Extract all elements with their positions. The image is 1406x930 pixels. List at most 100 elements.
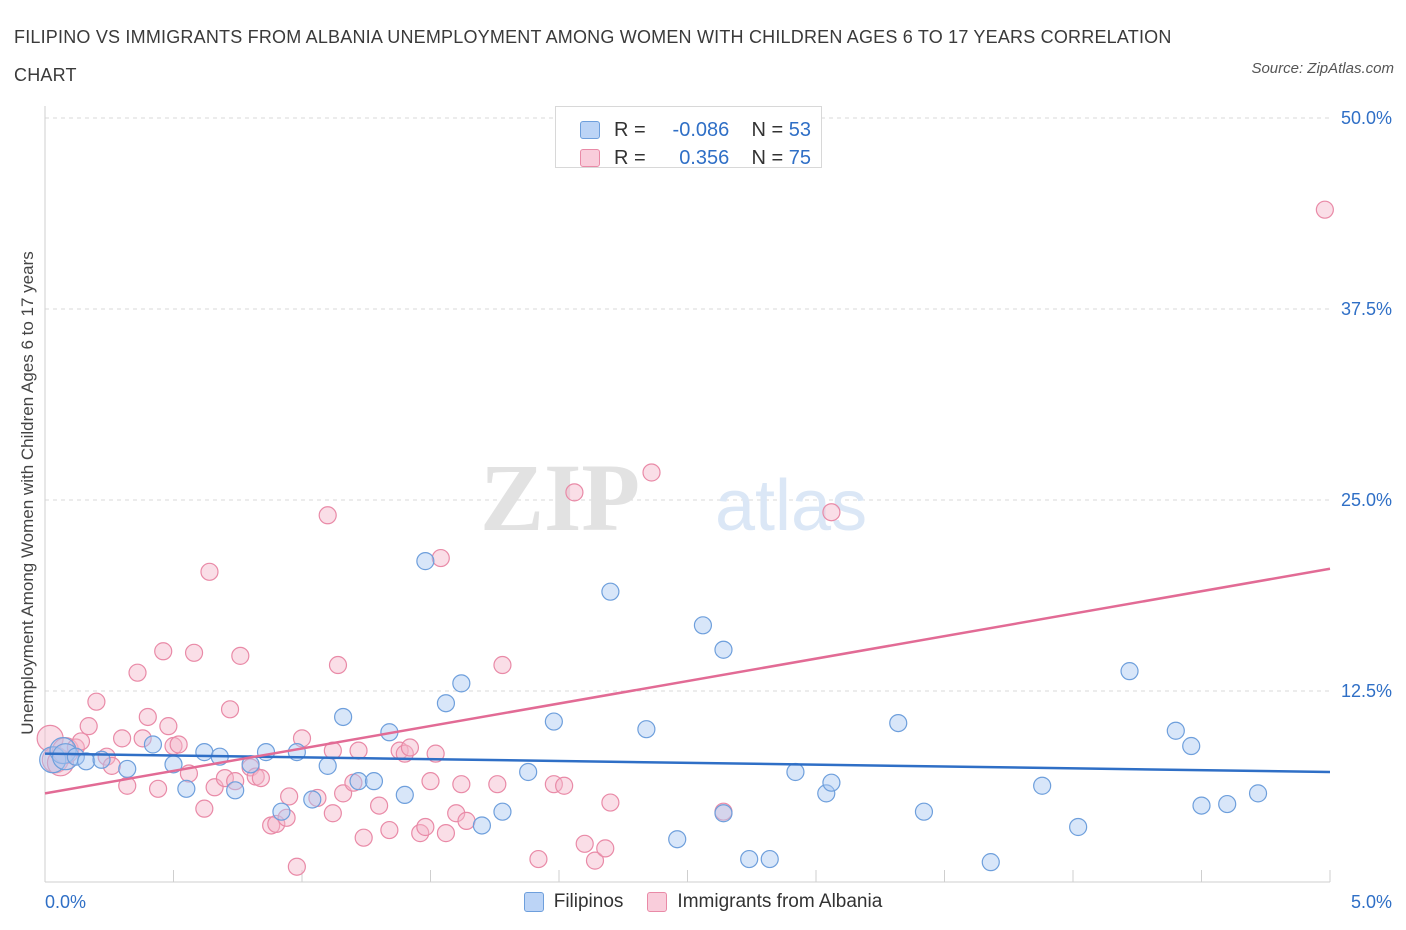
tick-labels: 12.5% 25.0% 37.5% 50.0% 0.0% 5.0% [45, 108, 1392, 912]
scatter-point [436, 824, 456, 843]
y-tick-label: 37.5% [1341, 299, 1392, 319]
scatter-point [601, 793, 620, 812]
scatter-point [431, 548, 450, 568]
filipinos-swatch [523, 892, 544, 912]
scatter-point [714, 640, 733, 659]
scatter-point [981, 853, 1000, 872]
scatter-point [231, 646, 250, 665]
scatter-point [220, 700, 240, 719]
watermark: ZIP atlas [480, 444, 867, 551]
albania-swatch [580, 149, 600, 167]
scatter-point [714, 804, 733, 823]
filipinos-swatch [580, 121, 600, 139]
scatter-point [452, 674, 471, 693]
scatter-point [1192, 796, 1211, 815]
axes [44, 106, 1331, 883]
scatter-point [200, 562, 219, 581]
scatter-point [426, 744, 445, 763]
scatter-point [184, 643, 204, 662]
scatter-point [226, 772, 245, 791]
scatter-point [575, 834, 594, 853]
source-label: Source: ZipAtlas.com [1251, 60, 1394, 77]
scatter-point [364, 772, 384, 791]
series-albania-points [36, 200, 1334, 876]
y-tick-label: 25.0% [1341, 490, 1392, 510]
scatter-point [400, 738, 420, 757]
x-tick-label: 0.0% [45, 892, 86, 912]
scatter-point [280, 787, 299, 806]
scatter-point [177, 779, 196, 798]
scatter-point [349, 741, 368, 760]
legend-item-albania[interactable]: Immigrants from Albania [647, 891, 882, 913]
scatter-point [303, 790, 322, 809]
scatter-point [323, 804, 342, 823]
scatter-point [585, 851, 605, 870]
scatter-point [760, 849, 779, 869]
scatter-point [642, 463, 661, 482]
scatter-point [1069, 817, 1088, 837]
scatter-point [328, 655, 348, 675]
scatter-point [488, 775, 507, 794]
trend-line-filipinos [44, 752, 1331, 774]
scatter-point [66, 747, 85, 766]
trend-lines [44, 567, 1331, 795]
scatter-point [544, 712, 563, 731]
scatter-point [215, 768, 234, 788]
r-label: R = [614, 118, 646, 141]
series-filipinos-points [39, 552, 1268, 872]
scatter-point [251, 768, 270, 788]
scatter-point [354, 828, 373, 847]
scatter-point [195, 799, 214, 818]
albania-swatch [647, 892, 668, 912]
scatter-point [637, 720, 656, 739]
scatter-point [493, 655, 512, 675]
legend-label-filipinos: Filipinos [553, 891, 624, 912]
legend-item-filipinos[interactable]: Filipinos [523, 891, 624, 913]
trend-line-albania [44, 567, 1331, 795]
scatter-point [334, 707, 353, 727]
scatter-point [169, 735, 188, 754]
scatter-point [693, 616, 713, 635]
stats-row-albania: R = 0.356 N = 75 [580, 146, 811, 170]
grid-lines [45, 117, 1330, 692]
scatter-point [822, 773, 841, 792]
scatter-point [447, 804, 466, 823]
scatter-point [205, 778, 224, 797]
scatter-point [1248, 784, 1268, 803]
scatter-point [529, 849, 548, 869]
scatter-point [519, 762, 538, 782]
scatter-point [817, 784, 836, 803]
scatter-point [102, 756, 121, 775]
scatter-point [318, 756, 337, 775]
scatter-point [596, 839, 615, 858]
scatter-point [395, 785, 414, 805]
scatter-point [87, 692, 106, 711]
scatter-point [77, 752, 96, 771]
r-value: 0.356 [679, 146, 730, 169]
n-value: 75 [788, 146, 811, 169]
x-tick-label: 5.0% [1351, 892, 1392, 912]
scatter-point [1218, 794, 1237, 814]
scatter-point [421, 772, 440, 791]
n-value: 53 [788, 118, 811, 141]
r-value: -0.086 [672, 118, 730, 141]
scatter-point [133, 729, 152, 748]
scatter-point [226, 781, 245, 800]
scatter-point [143, 735, 163, 754]
scatter-point [786, 762, 805, 782]
scatter-point [457, 811, 476, 830]
stats-row-filipinos: R = -0.086 N = 53 [580, 118, 811, 142]
y-tick-label: 50.0% [1341, 108, 1392, 128]
scatter-point [1182, 736, 1201, 756]
scatter-point [380, 820, 399, 840]
scatter-point [97, 747, 116, 766]
scatter-point [889, 713, 908, 733]
scatter-point [740, 849, 759, 869]
scatter-point [195, 743, 214, 762]
n-label: N = [751, 118, 784, 141]
scatter-point [822, 503, 841, 522]
scatter-point [565, 483, 584, 502]
scatter-point [1315, 200, 1334, 219]
scatter-point [416, 817, 435, 837]
